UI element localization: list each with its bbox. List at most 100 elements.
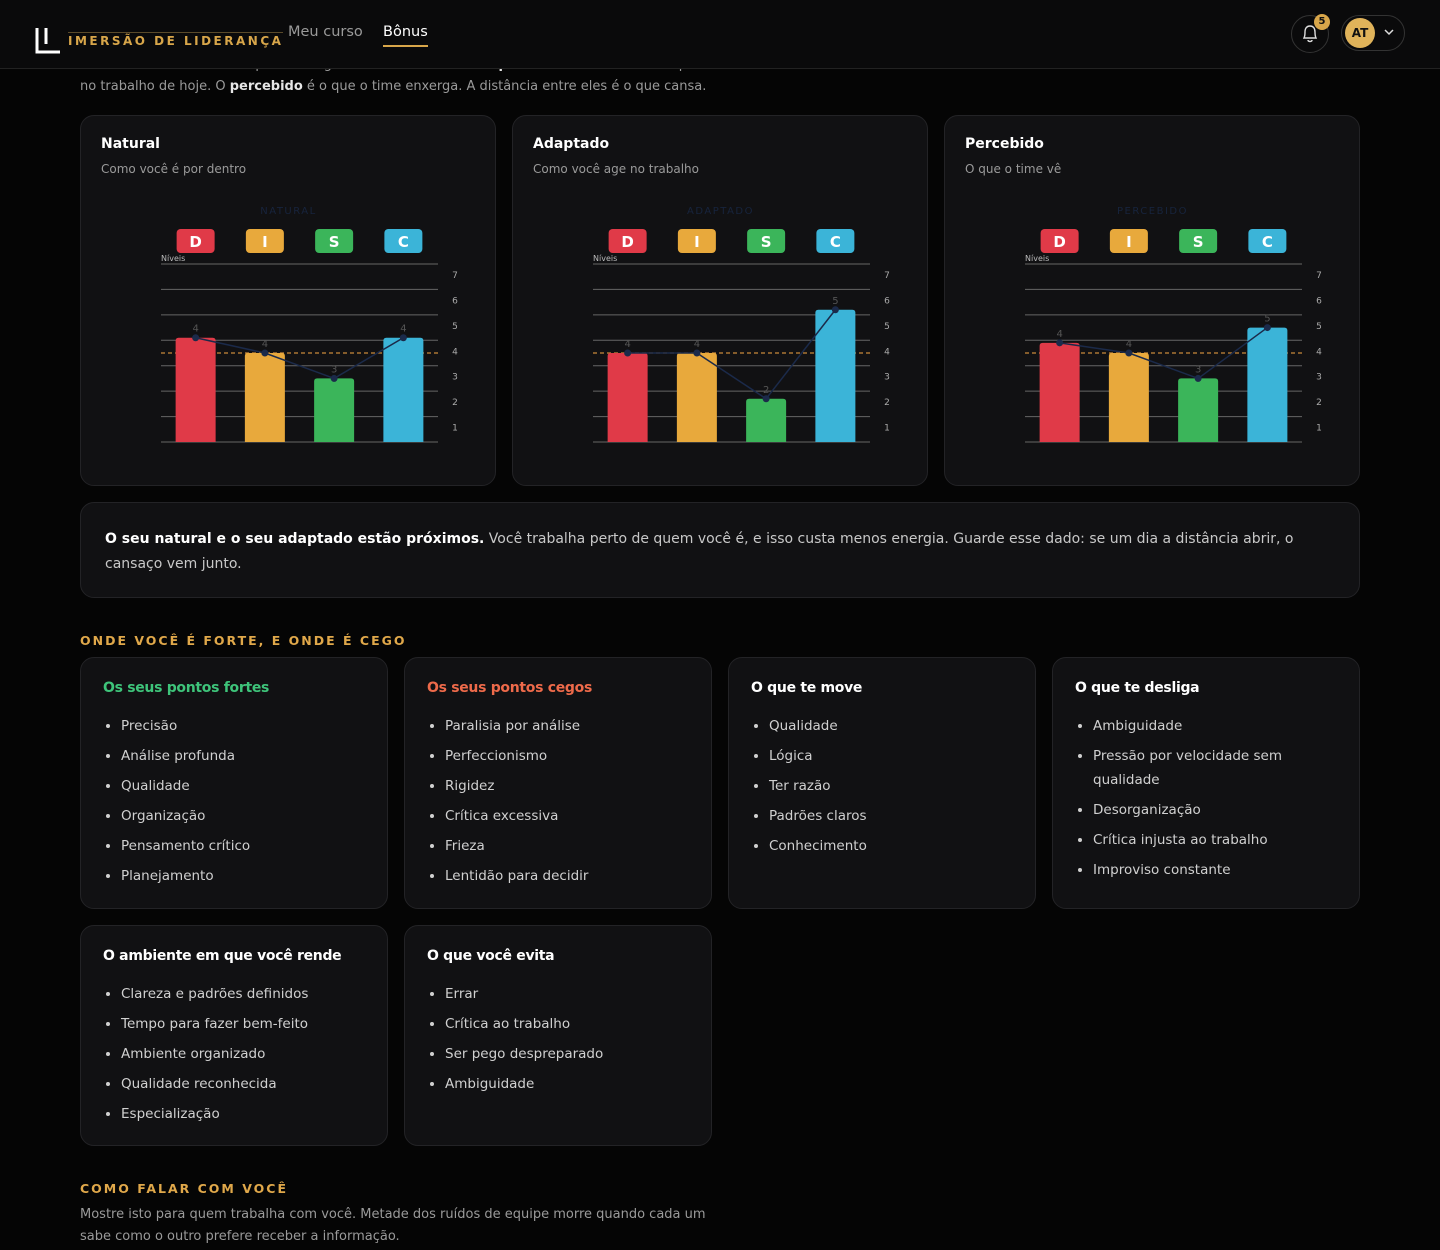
value-label: 5 — [1264, 314, 1270, 325]
category-badge — [747, 229, 786, 253]
category-badge — [384, 229, 423, 253]
category-badge — [176, 229, 215, 253]
list-item: Lentidão para decidir — [445, 864, 695, 888]
list-item: Ter razão — [769, 774, 1019, 798]
trend-dot — [762, 395, 770, 403]
category-label: S — [761, 233, 772, 251]
nav-link[interactable]: Meu curso — [288, 24, 363, 40]
panel-title: Percebido — [965, 136, 1044, 152]
trend-dot — [831, 306, 839, 314]
card: O que te move Qualidade Lógica Ter razão Pad… — [728, 657, 1036, 909]
list-item: Lógica — [769, 744, 1019, 768]
chart-panel: Natural Como você é por dentro NATURAL Níve… — [80, 115, 496, 486]
y-tick-label: 7 — [1316, 271, 1322, 281]
y-tick-label: 1 — [1316, 424, 1322, 434]
value-label: 4 — [624, 339, 630, 350]
account-button[interactable]: AT — [1341, 15, 1405, 51]
bar — [244, 353, 285, 442]
value-label: 4 — [192, 324, 198, 335]
list-item: Organização — [121, 804, 371, 828]
list-item: Planejamento — [121, 864, 371, 888]
intro-text: é o que o time enxerga. A distância entr… — [302, 79, 707, 94]
list-item: Perfeccionismo — [445, 744, 695, 768]
trend-line — [1059, 326, 1268, 380]
y-tick-label: 7 — [452, 271, 458, 281]
list-item: Pressão por velocidade sem qualidade — [1093, 744, 1343, 792]
card-list: Errar Crítica ao trabalho Ser pego desprep… — [427, 982, 695, 1102]
list-item: Precisão — [121, 714, 371, 738]
y-tick-label: 3 — [884, 373, 890, 383]
y-tick-label: 1 — [452, 424, 458, 434]
list-item: Especialização — [121, 1102, 371, 1126]
list-item: Frieza — [445, 834, 695, 858]
bar — [175, 337, 216, 442]
category-label: D — [1053, 233, 1065, 251]
chevron — [1384, 29, 1394, 36]
list-item: Clareza e padrões definidos — [121, 982, 371, 1006]
category-label: C — [398, 233, 409, 251]
category-badge — [1179, 229, 1218, 253]
category-label: D — [189, 233, 201, 251]
y-tick-label: 2 — [452, 398, 458, 408]
value-label: 2 — [763, 385, 769, 396]
y-tick-label: 4 — [1316, 347, 1322, 357]
logo-icon — [35, 28, 60, 54]
section-heading: COMO FALAR COM VOCÊ — [80, 1181, 288, 1196]
value-label: 4 — [1056, 329, 1062, 340]
list-item: Qualidade — [769, 714, 1019, 738]
value-label: 3 — [331, 364, 337, 375]
category-label: I — [262, 233, 268, 251]
trend-line — [195, 337, 404, 380]
category-label: I — [694, 233, 700, 251]
y-tick-label: 3 — [452, 373, 458, 383]
list-item: Ambiguidade — [445, 1072, 695, 1096]
category-label: S — [1193, 233, 1204, 251]
value-label: 3 — [1195, 364, 1201, 375]
notification-count: 5 — [1314, 14, 1330, 30]
y-tick-label: 6 — [884, 296, 890, 306]
chart: NATURAL Níveis 1 2 3 4 5 6 7 D 4 I 4 S 3 C 4 — [161, 206, 458, 443]
list-item: Paralisia por análise — [445, 714, 695, 738]
y-tick-label: 4 — [452, 347, 458, 357]
chart-title: PERCEBIDO — [1117, 206, 1188, 217]
section-heading: ONDE VOCÊ É FORTE, E ONDE É CEGO — [80, 633, 407, 648]
bar — [815, 309, 856, 442]
category-badge — [1109, 229, 1148, 253]
panel-subtitle: Como você age no trabalho — [533, 162, 699, 176]
card-title: O que você evita — [427, 948, 555, 964]
category-label: I — [1126, 233, 1132, 251]
value-label: 4 — [1126, 339, 1132, 350]
chart-title: NATURAL — [260, 206, 316, 217]
category-badge — [816, 229, 855, 253]
category-badge — [1040, 229, 1079, 253]
trend-dot — [1125, 349, 1133, 357]
nav-link[interactable]: Bônus — [383, 24, 428, 47]
y-axis-label: Níveis — [1025, 254, 1049, 263]
trend-line — [627, 309, 836, 400]
card: Os seus pontos fortes Precisão Análise pro… — [80, 657, 388, 909]
chart-title: ADAPTADO — [687, 206, 754, 217]
top-bar: IMERSÃO DE LIDERANÇA Meu curso Bônus 5 AT — [0, 0, 1440, 69]
trend-dot — [624, 349, 632, 357]
y-tick-label: 2 — [1316, 398, 1322, 408]
category-badge — [677, 229, 716, 253]
insight: O seu natural e o seu adaptado estão pró… — [80, 502, 1360, 598]
category-label: S — [329, 233, 340, 251]
card-title: O que te move — [751, 680, 863, 696]
list-item: Crítica excessiva — [445, 804, 695, 828]
card: O que te desliga Ambiguidade Pressão por v… — [1052, 657, 1360, 909]
list-item: Ser pego despreparado — [445, 1042, 695, 1066]
y-axis-label: Níveis — [161, 254, 185, 263]
logo-text: IMERSÃO DE LIDERANÇA — [68, 32, 284, 48]
card: O que você evita Errar Crítica ao trabalho… — [404, 925, 712, 1146]
card: O ambiente em que você rende Clareza e pa… — [80, 925, 388, 1146]
bar — [1108, 353, 1149, 442]
bell-icon — [1302, 25, 1318, 43]
list-item: Conhecimento — [769, 834, 1019, 858]
notification-button[interactable]: 5 — [1291, 14, 1330, 53]
category-badge — [315, 229, 354, 253]
panel-subtitle: Como você é por dentro — [101, 162, 247, 176]
trend-dot — [399, 334, 407, 342]
value-label: 4 — [694, 339, 700, 350]
card-title: Os seus pontos cegos — [427, 680, 593, 696]
